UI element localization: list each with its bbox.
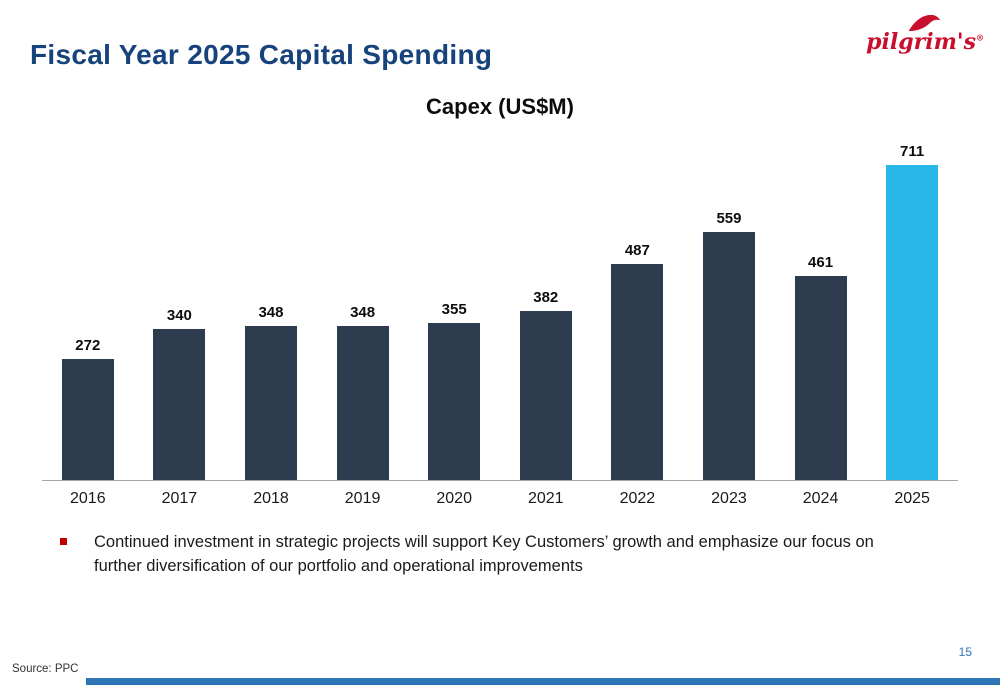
bar-value-label: 461 — [808, 254, 834, 271]
page-number: 15 — [958, 645, 972, 659]
bar-group: 340 — [134, 307, 226, 480]
bottom-accent-bar — [86, 678, 1000, 685]
bar-group: 711 — [866, 143, 958, 480]
bar — [428, 323, 481, 480]
bar-group: 348 — [317, 304, 409, 480]
chart-title: Capex (US$M) — [426, 94, 574, 119]
bar — [61, 359, 114, 480]
bar-group: 487 — [592, 242, 684, 480]
bar-value-label: 382 — [533, 289, 559, 306]
bar-group: 559 — [683, 210, 775, 480]
bar — [244, 326, 297, 480]
bar-value-label: 711 — [900, 143, 925, 160]
bar — [886, 165, 939, 480]
x-axis-label: 2019 — [344, 490, 381, 507]
bar-value-label: 559 — [716, 210, 742, 227]
bar-value-label: 348 — [350, 304, 376, 321]
bar-group: 348 — [225, 304, 317, 480]
logo-wordmark: pilgrim's® — [866, 29, 984, 55]
bar-value-label: 487 — [624, 242, 650, 259]
bar-value-label: 340 — [166, 307, 192, 324]
bar — [702, 232, 755, 480]
x-axis-label: 2021 — [527, 490, 564, 507]
bar-group: 272 — [42, 337, 134, 480]
bar — [153, 329, 206, 480]
bar-value-label: 355 — [441, 301, 467, 318]
bar-group: 461 — [775, 254, 867, 480]
bar-value-label: 272 — [75, 337, 101, 354]
bird-icon — [908, 14, 941, 32]
bar-value-label: 348 — [258, 304, 284, 321]
bars: 272 340 348 348 355 382 487 559 461 711 — [42, 132, 958, 481]
pilgrims-logo: pilgrim's® — [866, 12, 984, 53]
x-axis-label: 2018 — [253, 490, 289, 507]
x-axis-label: 2022 — [619, 490, 656, 507]
bar — [336, 326, 389, 480]
x-axis-label: 2017 — [161, 490, 198, 507]
bullet-text: Continued investment in strategic projec… — [94, 533, 874, 575]
bar — [794, 276, 847, 480]
capex-bar-chart: Capex (US$M) 272 340 348 348 355 382 487 559 461… — [42, 94, 958, 508]
bullet-list: Continued investment in strategic projec… — [60, 530, 940, 578]
bar-group: 355 — [408, 301, 500, 480]
x-axis-label: 2020 — [436, 490, 472, 507]
bar — [611, 264, 664, 480]
x-axis-label: 2024 — [802, 490, 839, 507]
x-axis-label: 2016 — [70, 490, 106, 507]
x-axis-labels: 2016 2017 2018 2019 2020 2021 2022 2023 2024 2025 — [42, 481, 958, 508]
bar-group: 382 — [500, 289, 592, 480]
x-axis-label: 2025 — [894, 490, 930, 507]
x-axis-label: 2023 — [711, 490, 747, 507]
bullet-marker — [60, 538, 67, 545]
bar — [519, 311, 572, 480]
source-note: Source: PPC — [12, 663, 79, 675]
page-title: Fiscal Year 2025 Capital Spending — [30, 38, 493, 70]
registered-mark: ® — [976, 32, 984, 43]
